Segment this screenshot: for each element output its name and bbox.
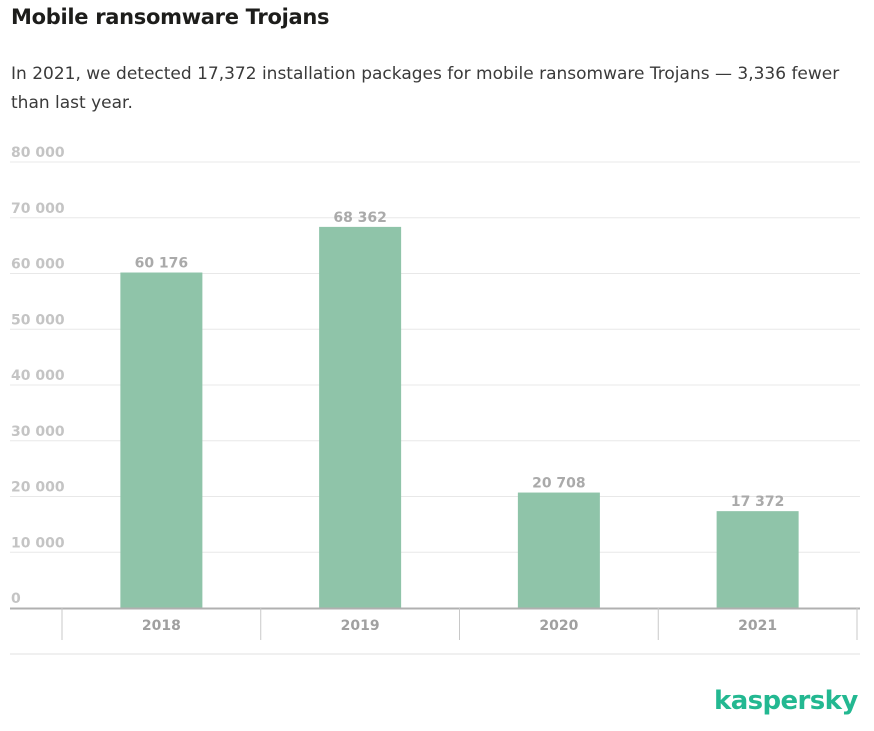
x-tick-label: 2020 [539, 618, 578, 634]
x-tick-label: 2019 [341, 618, 380, 634]
data-label: 60 176 [135, 256, 189, 272]
data-label: 20 708 [532, 476, 586, 492]
y-tick-label: 40 000 [11, 368, 65, 384]
x-tick-label: 2021 [738, 618, 777, 634]
chart-subtitle: In 2021, we detected 17,372 installation… [11, 64, 840, 113]
y-tick-label: 50 000 [11, 312, 65, 328]
bar-2018 [120, 272, 203, 608]
y-tick-label: 70 000 [11, 201, 65, 217]
y-tick-label: 0 [11, 591, 21, 607]
data-label: 68 362 [333, 210, 387, 226]
chart-title: Mobile ransomware Trojans [11, 5, 330, 29]
data-label: 17 372 [731, 494, 785, 510]
y-tick-label: 80 000 [11, 145, 65, 161]
y-tick-label: 60 000 [11, 257, 65, 273]
bar-2019 [319, 226, 402, 609]
bar-2021 [716, 511, 799, 608]
x-tick-label: 2018 [142, 618, 181, 634]
bar-2020 [517, 492, 600, 608]
kaspersky-logo: kaspersky [714, 686, 858, 716]
y-tick-label: 20 000 [11, 480, 65, 496]
bar-chart: 60 176 68 362 20 708 17 372 0 10 000 20 000 30… [10, 145, 860, 655]
y-tick-label: 30 000 [11, 424, 65, 440]
y-tick-label: 10 000 [11, 535, 65, 551]
